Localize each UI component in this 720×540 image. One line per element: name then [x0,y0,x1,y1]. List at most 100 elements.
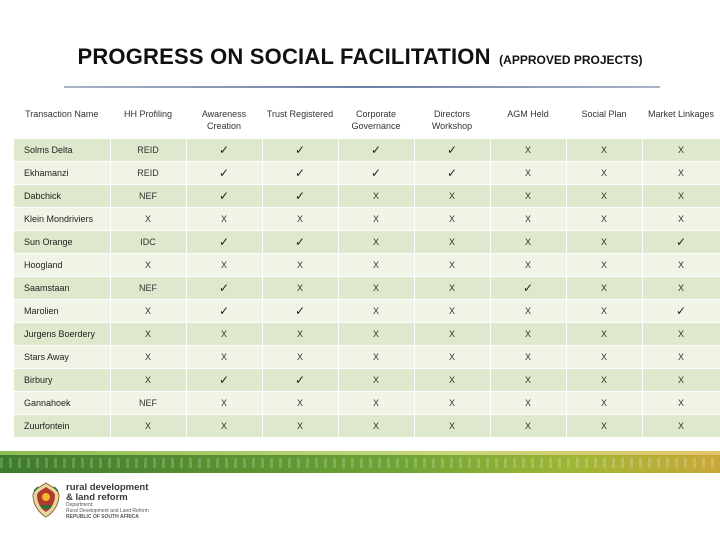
check-mark-cell: ✓ [642,230,720,254]
x-mark-cell: X [414,299,491,323]
x-mark-cell: X [338,184,415,208]
department-label: Department: [66,502,94,508]
x-mark-cell: X [338,391,415,415]
x-mark-cell: X [566,161,643,185]
department-name: Rural Development and Land Reform [66,508,149,514]
table-row: Stars Away X X X X X X X X [14,345,720,369]
x-mark-cell: X [262,414,339,438]
coat-of-arms-icon [32,482,60,518]
x-mark-cell: X [490,368,567,392]
x-mark-cell: X [566,207,643,231]
check-mark-cell: ✓ [338,161,415,185]
brand-line-1: rural development [66,482,149,493]
x-mark-cell: X [338,322,415,346]
check-mark-cell: ✓ [262,161,339,185]
transaction-name: Ekhamanzi [14,161,111,185]
check-mark-cell: ✓ [262,138,339,162]
x-mark-cell: X [566,368,643,392]
x-mark-cell: X [642,276,720,300]
x-mark-cell: X [566,138,643,162]
footer-band-highlight [0,451,720,455]
transaction-name: Zuurfontein [14,414,111,438]
table-row: Ekhamanzi REID ✓ ✓ ✓ ✓ X X X [14,161,720,185]
transaction-name: Solms Delta [14,138,111,162]
check-mark-cell: ✓ [186,184,263,208]
x-mark-cell: X [490,322,567,346]
x-mark-cell: X [414,322,491,346]
x-mark-cell: X [566,299,643,323]
x-mark-cell: X [490,253,567,277]
progress-table: Transaction Name HH Profiling Awareness Cr… [14,104,720,438]
x-mark-cell: X [642,138,720,162]
x-mark-cell: X [186,345,263,369]
x-mark-cell: X [566,184,643,208]
title-divider [64,86,660,88]
x-mark-cell: X [338,230,415,254]
check-mark-cell: ✓ [262,299,339,323]
footer-band-pattern [0,458,720,468]
check-mark-cell: ✓ [414,138,491,162]
transaction-name: Saamstaan [14,276,111,300]
country-name: REPUBLIC OF SOUTH AFRICA [66,514,139,520]
table-body: Solms Delta REID ✓ ✓ ✓ ✓ X X X Ekhamanzi REID ✓ ✓ ✓ ✓ X… [14,138,720,438]
x-mark-cell: X [414,230,491,254]
transaction-name: Hoogland [14,253,111,277]
x-mark-cell: X [186,253,263,277]
hh-profiling-cell: X [110,322,187,346]
column-header: Transaction Name [14,104,111,139]
hh-profiling-cell: X [110,345,187,369]
x-mark-cell: X [642,161,720,185]
check-mark-cell: ✓ [186,230,263,254]
table-row: Solms Delta REID ✓ ✓ ✓ ✓ X X X [14,138,720,162]
hh-profiling-cell: X [110,414,187,438]
x-mark-cell: X [642,414,720,438]
x-mark-cell: X [566,276,643,300]
check-mark-cell: ✓ [186,276,263,300]
x-mark-cell: X [186,207,263,231]
x-mark-cell: X [642,391,720,415]
transaction-name: Dabchick [14,184,111,208]
column-header: Corporate Governance [338,104,415,139]
title-main: PROGRESS ON SOCIAL FACILITATION [77,44,491,69]
transaction-name: Marolien [14,299,111,323]
x-mark-cell: X [642,368,720,392]
x-mark-cell: X [414,368,491,392]
department-logo: rural development & land reform Departme… [30,481,180,521]
x-mark-cell: X [490,138,567,162]
column-header: Awareness Creation [186,104,263,139]
column-header: Trust Registered [262,104,339,139]
column-header: Market Linkages [642,104,720,139]
transaction-name: Stars Away [14,345,111,369]
x-mark-cell: X [338,299,415,323]
x-mark-cell: X [338,368,415,392]
x-mark-cell: X [642,253,720,277]
x-mark-cell: X [338,345,415,369]
x-mark-cell: X [414,276,491,300]
x-mark-cell: X [338,414,415,438]
check-mark-cell: ✓ [186,368,263,392]
hh-profiling-cell: X [110,299,187,323]
column-header: AGM Held [490,104,567,139]
table-row: Sun Orange IDC ✓ ✓ X X X X ✓ [14,230,720,254]
x-mark-cell: X [566,414,643,438]
x-mark-cell: X [642,322,720,346]
x-mark-cell: X [642,345,720,369]
x-mark-cell: X [262,253,339,277]
x-mark-cell: X [338,207,415,231]
table-row: Hoogland X X X X X X X X [14,253,720,277]
table-row: Gannahoek NEF X X X X X X X [14,391,720,415]
column-header: HH Profiling [110,104,187,139]
transaction-name: Birbury [14,368,111,392]
hh-profiling-cell: NEF [110,276,187,300]
x-mark-cell: X [262,207,339,231]
hh-profiling-cell: REID [110,161,187,185]
check-mark-cell: ✓ [186,299,263,323]
x-mark-cell: X [642,207,720,231]
x-mark-cell: X [566,253,643,277]
transaction-name: Klein Mondriviers [14,207,111,231]
table-header-row: Transaction Name HH Profiling Awareness Cr… [14,104,720,139]
x-mark-cell: X [490,161,567,185]
transaction-name: Gannahoek [14,391,111,415]
x-mark-cell: X [186,391,263,415]
check-mark-cell: ✓ [338,138,415,162]
